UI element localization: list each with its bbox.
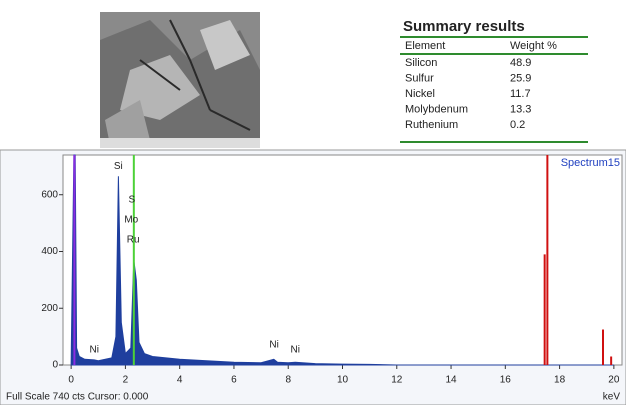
x-tick-label: 0 xyxy=(68,375,74,386)
x-tick-label: 4 xyxy=(177,375,183,386)
peak-label: S xyxy=(128,195,135,206)
weight-value: 0.2 xyxy=(510,119,525,131)
x-tick-label: 16 xyxy=(500,375,512,386)
element-name: Silicon xyxy=(405,57,437,69)
peak-label: Si xyxy=(114,161,123,172)
plot-area xyxy=(62,154,623,366)
x-tick-label: 18 xyxy=(554,375,566,386)
element-name: Molybdenum xyxy=(405,103,468,115)
column-header: Element xyxy=(405,40,445,52)
peak-label: Ru xyxy=(127,235,140,246)
peak-label: Ni xyxy=(291,345,300,356)
column-header: Weight % xyxy=(510,40,557,52)
y-tick-label: 400 xyxy=(41,246,58,257)
y-tick-label: 200 xyxy=(41,303,58,314)
spectrum-area xyxy=(70,154,614,366)
peak-label: Ni xyxy=(269,340,278,351)
x-axis-label: keV xyxy=(603,392,621,403)
element-name: Nickel xyxy=(405,88,435,100)
x-tick-label: 12 xyxy=(391,375,403,386)
footer: Full Scale 740 cts Cursor: 0.000 xyxy=(6,392,149,403)
sem-image xyxy=(100,12,260,148)
x-tick-label: 6 xyxy=(231,375,237,386)
x-tick-label: 8 xyxy=(285,375,291,386)
spectrum-title: Spectrum15 xyxy=(561,157,620,169)
weight-value: 25.9 xyxy=(510,72,531,84)
weight-value: 48.9 xyxy=(510,57,531,69)
weight-value: 13.3 xyxy=(510,103,531,115)
x-tick-label: 10 xyxy=(337,375,349,386)
peak-label: Ni xyxy=(89,345,98,356)
element-name: Ruthenium xyxy=(405,119,458,131)
summary-table: Summary results Element Weight % xyxy=(400,18,588,143)
table-title: Summary results xyxy=(403,18,525,35)
x-tick-label: 20 xyxy=(608,375,620,386)
element-name: Sulfur xyxy=(405,72,434,84)
peak-label: Mo xyxy=(124,215,138,226)
y-tick-label: 600 xyxy=(41,189,58,200)
weight-value: 11.7 xyxy=(510,88,531,100)
x-tick-label: 14 xyxy=(445,375,457,386)
x-tick-label: 2 xyxy=(123,375,129,386)
y-tick-label: 0 xyxy=(52,360,58,371)
